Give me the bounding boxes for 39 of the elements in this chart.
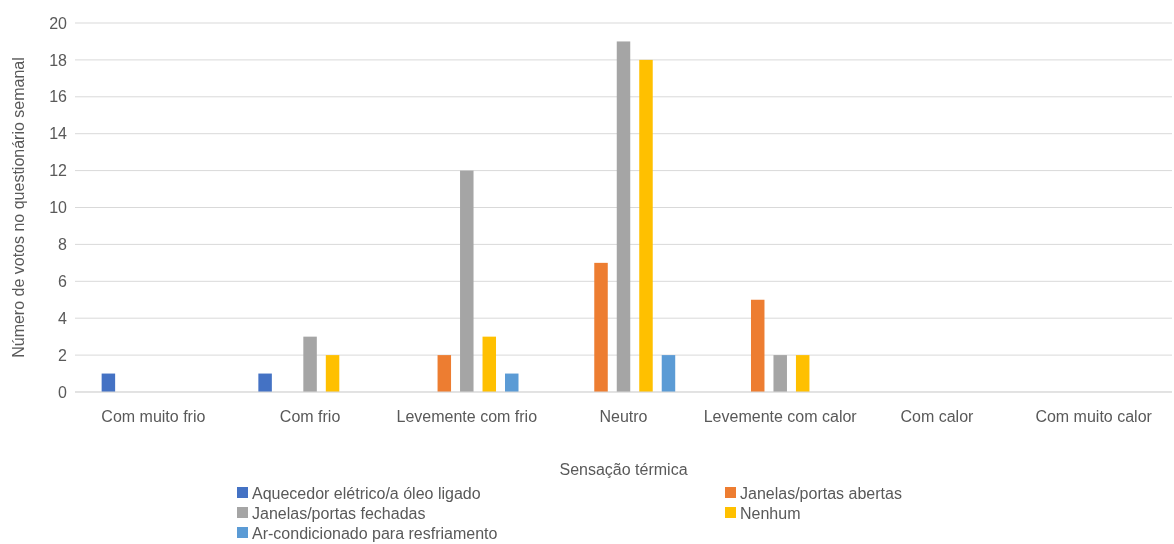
x-axis-title: Sensação térmica: [559, 461, 688, 478]
legend-label: Ar-condicionado para resfriamento: [252, 524, 498, 542]
bar: [437, 355, 452, 392]
bar: [661, 355, 676, 392]
x-tick-label: Com muito frio: [101, 408, 206, 425]
bar: [325, 355, 340, 392]
bar: [616, 41, 631, 392]
y-tick-label: 16: [49, 88, 68, 106]
legend-label: Nenhum: [740, 504, 801, 522]
bar: [750, 299, 765, 392]
x-tick-label: Neutro: [599, 408, 648, 425]
y-tick-label: 12: [49, 162, 68, 180]
bar: [303, 336, 317, 392]
bar: [505, 373, 519, 392]
legend-label: Janelas/portas abertas: [740, 484, 902, 502]
y-tick-label: 4: [58, 309, 68, 327]
x-tick-label: Com frio: [279, 408, 341, 425]
y-tick-label: 10: [49, 199, 68, 217]
y-axis-title: Número de votos no questionário semanal: [10, 57, 27, 358]
bar: [773, 355, 787, 392]
x-tick-label: Com calor: [900, 408, 975, 425]
bar: [258, 373, 272, 392]
bar: [594, 262, 608, 392]
y-tick-label: 2: [58, 346, 68, 364]
x-tick-label: Levemente com calor: [703, 408, 858, 425]
bar: [795, 355, 810, 392]
y-tick-label: 8: [58, 236, 68, 253]
y-tick-label: 0: [58, 383, 68, 401]
x-tick-label: Com muito calor: [1035, 408, 1153, 425]
y-tick-label: 18: [49, 51, 68, 69]
bar: [639, 59, 653, 392]
legend-label: Janelas/portas fechadas: [252, 504, 426, 522]
y-tick-label: 20: [49, 14, 68, 32]
bar: [482, 336, 497, 392]
y-tick-label: 6: [58, 272, 68, 290]
bar: [460, 170, 474, 392]
y-tick-label: 14: [49, 125, 68, 143]
x-tick-label: Levemente com frio: [396, 408, 538, 425]
legend-label: Aquecedor elétrico/a óleo ligado: [252, 484, 481, 502]
